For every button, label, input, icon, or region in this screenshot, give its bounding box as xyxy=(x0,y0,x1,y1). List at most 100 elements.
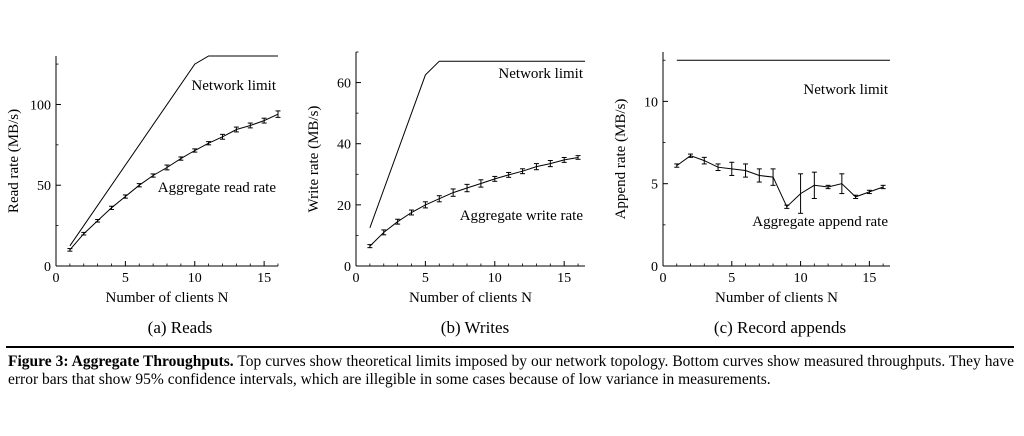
series-line xyxy=(369,60,585,228)
series-label: Aggregate read rate xyxy=(158,180,277,196)
y-tick-label: 50 xyxy=(37,179,51,194)
x-tick-label: 5 xyxy=(122,271,129,286)
y-axis-label: Read rate (MB/s) xyxy=(6,109,22,213)
series-network-limit: Network limit xyxy=(676,59,890,98)
x-tick-label: 15 xyxy=(862,271,876,286)
error-bar xyxy=(866,189,872,195)
y-tick-label: 100 xyxy=(30,98,51,113)
error-bar xyxy=(261,117,267,124)
series-label: Network limit xyxy=(191,78,276,94)
error-bar xyxy=(247,122,253,129)
error-bar xyxy=(464,183,470,193)
error-bar xyxy=(81,231,87,236)
x-tick-label: 5 xyxy=(422,271,429,286)
error-bar xyxy=(839,173,845,195)
x-tick-label: 10 xyxy=(488,271,502,286)
error-bar xyxy=(853,194,859,200)
figure-3: 0 5 10 15 0 50 100 Number of clients N Read rate… xyxy=(6,51,890,306)
error-bar xyxy=(674,163,680,168)
error-bar xyxy=(811,171,817,200)
error-bar xyxy=(520,168,526,175)
x-axis-label: Number of clients N xyxy=(106,290,229,306)
error-bar xyxy=(409,209,415,216)
chart-a: 0 5 10 15 0 50 100 Number of clients N Read rate… xyxy=(6,55,281,306)
x-tick-label: 15 xyxy=(557,271,571,286)
series-label: Network limit xyxy=(498,66,583,82)
error-bar xyxy=(95,218,101,223)
error-bar xyxy=(688,153,694,158)
error-bar xyxy=(506,171,512,178)
error-bar xyxy=(220,133,225,140)
series-aggregate-rate: Aggregate read rate xyxy=(67,110,281,252)
y-tick-label: 0 xyxy=(651,260,658,275)
series-label: Aggregate append rate xyxy=(752,214,888,230)
error-bar xyxy=(880,184,886,190)
error-bar xyxy=(798,173,804,214)
error-bar xyxy=(825,184,831,190)
series-network-limit: Network limit xyxy=(69,55,278,247)
error-bar xyxy=(275,110,281,118)
x-tick-label: 10 xyxy=(794,271,808,286)
y-tick-label: 5 xyxy=(651,178,658,193)
subcaption-c: (c) Record appends xyxy=(713,318,847,337)
error-bar xyxy=(367,244,373,249)
x-tick-label: 0 xyxy=(660,271,667,286)
error-bar xyxy=(150,173,156,178)
error-bar xyxy=(533,163,539,171)
error-bar xyxy=(575,155,581,160)
error-bar xyxy=(67,248,73,252)
y-tick-label: 0 xyxy=(44,260,51,275)
error-bar xyxy=(770,168,776,186)
error-bar xyxy=(436,195,442,203)
series-line xyxy=(69,113,279,251)
figure-label: Figure 3: Aggregate Throughputs. xyxy=(8,353,234,370)
series-network-limit: Network limit xyxy=(369,60,585,228)
error-bar xyxy=(136,183,142,188)
series-label: Aggregate write rate xyxy=(460,208,584,224)
chart-b: 0 5 10 15 0 20 40 60 Number of clients N Write ra… xyxy=(306,51,585,306)
error-bar xyxy=(206,141,212,146)
error-bar xyxy=(109,205,114,210)
figure-caption: Figure 3: Aggregate Throughputs. Top cur… xyxy=(8,353,1014,389)
y-tick-label: 60 xyxy=(337,77,351,92)
error-bar xyxy=(122,194,128,199)
error-bar xyxy=(743,163,749,178)
series-line xyxy=(69,55,278,247)
error-bar xyxy=(756,168,762,183)
subcaption-b: (b) Writes xyxy=(440,318,510,337)
series-aggregate-rate: Aggregate write rate xyxy=(367,155,584,249)
series-label: Network limit xyxy=(803,82,888,98)
error-bar xyxy=(233,126,239,133)
series-line xyxy=(369,157,579,247)
error-bar xyxy=(729,161,735,176)
error-bar xyxy=(395,218,401,225)
series-line xyxy=(676,155,884,208)
x-axis-label: Number of clients N xyxy=(409,290,532,306)
y-axis-label: Write rate (MB/s) xyxy=(306,106,322,213)
error-bar xyxy=(178,156,184,161)
error-bar xyxy=(192,148,198,153)
series-aggregate-rate: Aggregate append rate xyxy=(674,153,888,230)
y-axis-label: Append rate (MB/s) xyxy=(613,99,629,220)
error-bar xyxy=(561,156,567,163)
x-axis-label: Number of clients N xyxy=(715,290,838,306)
x-tick-label: 15 xyxy=(257,271,271,286)
caption-text: Top curves show theoretical limits impos… xyxy=(8,353,1014,388)
y-tick-label: 20 xyxy=(337,199,351,214)
y-tick-label: 40 xyxy=(337,138,351,153)
error-bar xyxy=(422,201,428,209)
error-bar xyxy=(381,229,387,236)
caption-rule xyxy=(6,346,1014,348)
error-bar xyxy=(701,156,707,165)
chart-c: 0 5 10 15 0 5 10 Number of clients N Append rate… xyxy=(613,52,890,306)
error-bar xyxy=(715,163,721,172)
error-bar xyxy=(547,160,553,168)
error-bar xyxy=(784,204,790,209)
error-bar xyxy=(478,179,484,188)
x-tick-label: 10 xyxy=(188,271,202,286)
x-tick-label: 0 xyxy=(353,271,360,286)
error-bar xyxy=(450,188,456,197)
x-tick-label: 0 xyxy=(53,271,60,286)
x-tick-label: 5 xyxy=(728,271,735,286)
